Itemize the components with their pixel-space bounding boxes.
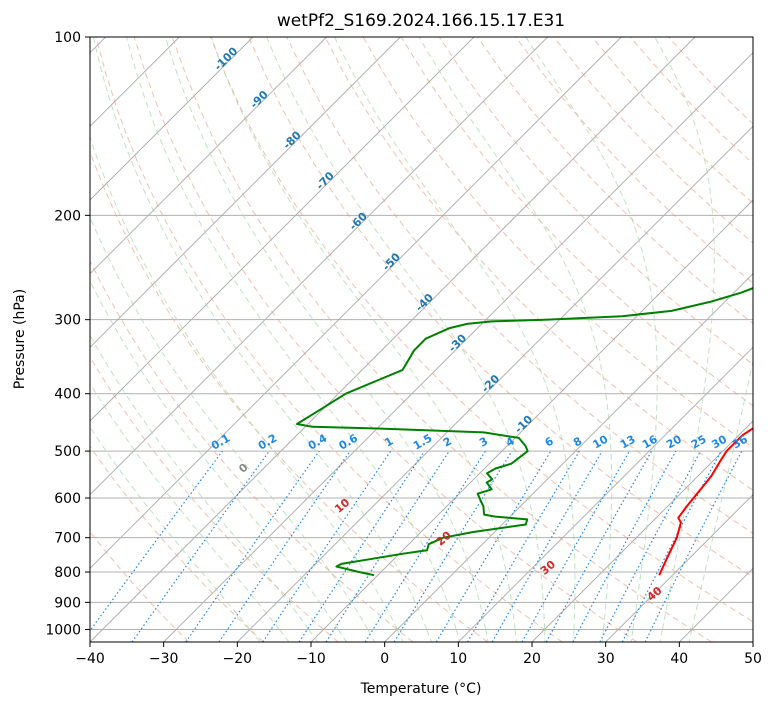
moist-adiabat-line (249, 629, 261, 642)
isotherm-line (457, 346, 753, 642)
dry-adiabat-line (210, 37, 753, 623)
moist-adiabat-line (92, 37, 428, 630)
moist-adiabat-line (367, 629, 376, 642)
isotherm-line (236, 125, 753, 642)
x-tick-label: 40 (670, 651, 688, 667)
x-tick-label: −40 (75, 651, 105, 667)
dry-adiabat-line (515, 37, 753, 284)
moist-adiabat-line (601, 629, 604, 642)
y-axis-ticks: 100 200 300 400 500 600 700 800 900 1000 (45, 30, 90, 638)
x-tick-label: 0 (380, 651, 389, 667)
moist-adiabat-line (266, 37, 546, 630)
mixing-ratio-line (262, 450, 392, 642)
isotherm-line (90, 37, 475, 422)
mixing-ratio-line (90, 450, 223, 632)
x-tick-label: 20 (523, 651, 541, 667)
dry-adiabat-line (90, 259, 414, 642)
moist-adiabat-line (164, 37, 487, 630)
moist-adiabat-line (514, 629, 517, 642)
moist-adiabat-line (308, 629, 319, 642)
y-tick-label: 600 (54, 491, 81, 507)
y-tick-label: 400 (54, 387, 81, 403)
moist-adiabat-line (691, 358, 753, 630)
isotherm-line (605, 493, 753, 642)
y-tick-label: 300 (54, 313, 81, 329)
moist-adiabat-line (126, 37, 457, 630)
isotherm-line (531, 420, 753, 642)
mixing-ratio-line (131, 450, 270, 642)
dry-adiabat-line (248, 37, 753, 578)
moist-adiabat-line (90, 279, 339, 630)
x-tick-label: −20 (223, 651, 253, 667)
x-tick-label: 30 (597, 651, 615, 667)
moist-adiabat-line (90, 426, 251, 630)
auxiliary-lines-layer (90, 37, 753, 642)
mixing-ratio-line (218, 450, 351, 642)
temperature-profile-line (658, 427, 753, 576)
moist-adiabat-line (455, 629, 461, 642)
isotherm-line (90, 37, 622, 570)
moist-adiabat-line (90, 215, 369, 630)
moist-adiabat-line (210, 37, 516, 630)
y-axis-label: Pressure (hPa) (12, 289, 28, 389)
isotherm-line (163, 51, 753, 642)
moist-adiabat-line (418, 37, 613, 630)
mixing-ratio-line (644, 450, 743, 642)
isotherm-line (90, 37, 328, 275)
x-tick-label: −30 (149, 651, 179, 667)
x-axis-label: Temperature (°C) (360, 681, 482, 697)
mixing-ratio-line (521, 450, 631, 642)
moist-adiabat-line (279, 629, 290, 642)
mixing-ratio-line (572, 450, 677, 642)
dry-adiabat-line (171, 37, 712, 642)
moist-adiabat-line (688, 629, 693, 642)
y-tick-label: 1000 (45, 622, 81, 638)
isotherm-line (90, 37, 696, 642)
mixing-ratio-line (325, 450, 450, 642)
mixing-ratio-line (298, 450, 425, 642)
mixing-ratio-line (393, 450, 513, 642)
y-tick-label: 800 (54, 565, 81, 581)
y-tick-label: 200 (54, 208, 81, 224)
series-layer (296, 287, 753, 577)
moist-adiabat-line (90, 382, 280, 630)
moist-adiabat-line (485, 629, 489, 642)
moist-adiabat-line (659, 629, 663, 642)
moist-adiabat-line (525, 37, 658, 630)
mixing-ratio-line (545, 450, 653, 642)
moist-adiabat-line (426, 629, 432, 642)
chart-title: wetPf2_S169.2024.166.15.17.E31 (277, 11, 565, 31)
y-tick-label: 700 (54, 531, 81, 547)
moist-adiabat-line (90, 334, 310, 630)
y-tick-label: 900 (54, 595, 81, 611)
y-tick-label: 500 (54, 444, 81, 460)
moist-adiabat-line (90, 135, 398, 630)
moist-adiabat-line (654, 37, 715, 630)
x-tick-label: 50 (744, 651, 762, 667)
dry-adiabat-line (286, 37, 753, 534)
dry-adiabat-line (324, 37, 753, 491)
grid-layer (90, 37, 753, 642)
plot-frame (89, 36, 754, 643)
x-tick-label: −10 (296, 651, 326, 667)
moist-adiabat-line (396, 629, 404, 642)
mixing-ratio-line (185, 450, 320, 642)
isotherm-line (90, 37, 549, 496)
dry-adiabat-line (90, 356, 339, 642)
moist-adiabat-line (337, 629, 347, 642)
dewpoint-profile-line (296, 287, 753, 577)
isotherm-line (90, 37, 254, 201)
moist-adiabat-line (630, 629, 634, 642)
isotherm-line (90, 37, 401, 349)
dry-adiabat-line (90, 445, 264, 642)
y-tick-label: 100 (54, 30, 81, 46)
isotherm-line (384, 272, 753, 642)
x-axis-ticks: −40 −30 −20 −10 0 10 20 30 40 50 (75, 642, 762, 667)
dry-adiabat-line (95, 37, 563, 642)
x-tick-label: 10 (449, 651, 467, 667)
